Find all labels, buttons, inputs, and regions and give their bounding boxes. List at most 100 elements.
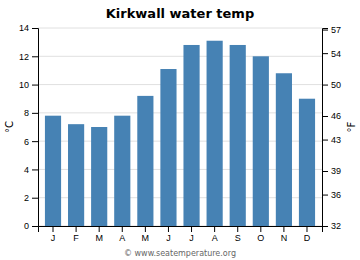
tick-mark: [145, 226, 146, 232]
tick-mark: [32, 226, 38, 227]
tick: 0: [24, 221, 38, 231]
tick: M: [142, 226, 150, 243]
tick: 14: [19, 23, 38, 33]
tick-mark: [237, 226, 238, 232]
tick-label: 54: [331, 49, 341, 59]
tick-mark: [322, 116, 328, 117]
tick: M: [95, 226, 103, 243]
tick: 4: [24, 165, 38, 175]
tick: 10: [19, 80, 38, 90]
tick-label: D: [304, 233, 311, 243]
tick-label: J: [51, 233, 56, 243]
bar: [253, 56, 269, 226]
tick-mark: [322, 53, 328, 54]
bar: [160, 69, 176, 226]
tick-mark: [76, 226, 77, 232]
tick: 2: [24, 193, 38, 203]
tick-label: 12: [19, 52, 29, 62]
tick-mark: [191, 226, 192, 232]
bar: [276, 73, 292, 226]
tick-label: 8: [24, 108, 29, 118]
plot: JFMAMJJASOND024681012143236394346505457: [19, 23, 341, 243]
tick-label: N: [281, 233, 288, 243]
tick-label: 46: [331, 111, 341, 121]
tick-mark: [283, 226, 284, 232]
tick-mark: [122, 226, 123, 232]
chart: JFMAMJJASOND024681012143236394346505457°…: [0, 0, 360, 260]
tick: 43: [322, 135, 341, 145]
tick-mark: [260, 226, 261, 232]
tick-mark: [99, 226, 100, 232]
tick-label: 2: [24, 193, 29, 203]
tick-label: 32: [331, 221, 341, 231]
bar: [207, 41, 223, 226]
tick-label: M: [95, 233, 103, 243]
axis-line: [323, 29, 329, 227]
tick-mark: [322, 195, 328, 196]
tick-label: 0: [24, 221, 29, 231]
tick-label: 6: [24, 137, 29, 147]
tick-label: A: [119, 233, 125, 243]
tick: 12: [19, 52, 38, 62]
tick-label: 50: [331, 80, 341, 90]
tick-mark: [32, 141, 38, 142]
tick: F: [73, 226, 79, 243]
tick-label: J: [166, 233, 171, 243]
bar: [137, 96, 153, 226]
y-axis: 0 2 4 6 8 10 12 14: [19, 23, 39, 231]
tick: 46: [322, 111, 341, 121]
tick-label: 43: [331, 135, 341, 145]
tick-mark: [322, 85, 328, 86]
axis-line: [39, 227, 323, 233]
tick: 8: [24, 108, 38, 118]
tick-label: O: [257, 233, 264, 243]
tick: J: [51, 226, 56, 243]
tick-mark: [32, 169, 38, 170]
tick: 6: [24, 137, 38, 147]
tick-label: 39: [331, 166, 341, 176]
tick: 32: [322, 221, 341, 231]
tick-label: 36: [331, 190, 341, 200]
bars: [45, 41, 315, 226]
grid-line: [38, 56, 322, 57]
tick-label: J: [189, 233, 194, 243]
tick-mark: [322, 226, 328, 227]
tick-label: 14: [19, 23, 29, 33]
tick: J: [189, 226, 194, 243]
tick-mark: [32, 113, 38, 114]
tick-mark: [214, 226, 215, 232]
tick-label: 57: [331, 25, 341, 35]
tick-label: 4: [24, 165, 29, 175]
tick: S: [235, 226, 241, 243]
tick-mark: [322, 30, 328, 31]
bar: [91, 127, 107, 226]
tick-mark: [32, 198, 38, 199]
tick-mark: [322, 171, 328, 172]
tick-mark: [168, 226, 169, 232]
grid-line: [38, 28, 322, 29]
tick-label: S: [235, 233, 241, 243]
tick: N: [281, 226, 288, 243]
bar: [230, 45, 246, 226]
bar: [299, 99, 315, 226]
axis-title: °F: [346, 121, 357, 132]
annotation: © www.seatemperature.org: [124, 249, 236, 258]
title: Kirkwall water temp: [106, 6, 254, 21]
tick: 54: [322, 49, 341, 59]
tick: O: [257, 226, 264, 243]
axis-title: °C: [4, 121, 15, 133]
tick: J: [166, 226, 171, 243]
tick-label: M: [142, 233, 150, 243]
tick: 39: [322, 166, 341, 176]
tick-mark: [32, 85, 38, 86]
tick: A: [119, 226, 125, 243]
tick: D: [304, 226, 311, 243]
tick-mark: [53, 226, 54, 232]
axis-line: [32, 29, 39, 227]
tick-mark: [32, 56, 38, 57]
y2-axis: 32 36 39 43 46 50 54 57: [322, 25, 341, 231]
bar: [45, 116, 61, 226]
bar: [183, 45, 199, 226]
tick-label: 10: [19, 80, 29, 90]
x-axis: JFMAMJJASOND: [39, 226, 323, 243]
